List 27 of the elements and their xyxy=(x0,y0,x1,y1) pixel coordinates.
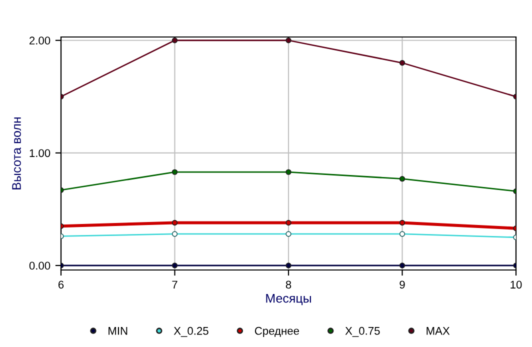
point xyxy=(399,220,406,226)
legend-label: MAX xyxy=(426,327,450,335)
legend-label: X_0.75 xyxy=(345,326,380,337)
point xyxy=(286,262,292,268)
point xyxy=(286,169,292,175)
y-tick-label: 1.00 xyxy=(30,149,50,158)
y-tick-label: 2.00 xyxy=(30,36,50,45)
point xyxy=(172,220,178,226)
legend-label: MIN xyxy=(108,327,128,335)
y-axis-title: Высота волн xyxy=(12,117,21,190)
x-tick-label: 10 xyxy=(510,280,522,289)
point xyxy=(172,38,178,44)
point xyxy=(286,38,292,44)
x-tick-label: 7 xyxy=(172,280,178,288)
legend-label: Среднее xyxy=(254,326,299,337)
x-tick-label: 9 xyxy=(400,280,405,289)
point xyxy=(172,169,178,175)
y-tick-label: 0.00 xyxy=(29,262,50,270)
point xyxy=(399,176,406,182)
x-tick-label: 8 xyxy=(286,280,292,289)
legend-label: X_0.25 xyxy=(174,326,208,337)
point xyxy=(172,262,178,268)
point xyxy=(286,220,292,226)
x-tick-label: 6 xyxy=(58,280,64,289)
point xyxy=(399,262,406,268)
point xyxy=(399,60,406,66)
x-axis-title: Месяцы xyxy=(266,294,311,306)
